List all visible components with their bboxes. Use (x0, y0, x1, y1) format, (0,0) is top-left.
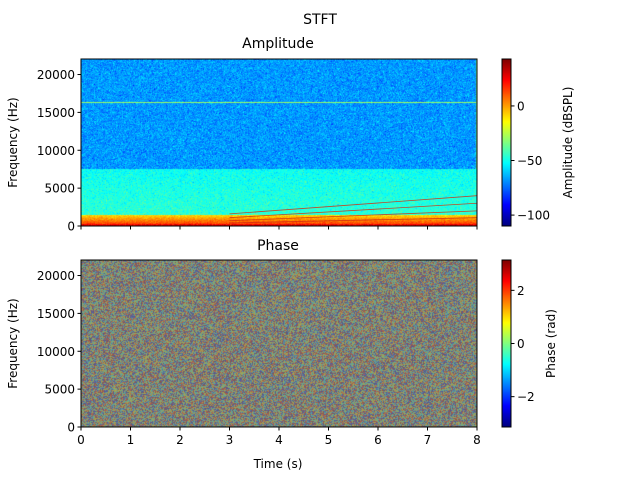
figure-suptitle: STFT (303, 12, 337, 28)
y-tick-label: 10000 (37, 144, 75, 158)
y-tick-label: 0 (67, 220, 75, 234)
amplitude-colorbar: −100 −50 0 Amplitude (dBSPL) (502, 59, 575, 226)
y-tick-label: 10000 (37, 345, 75, 359)
x-tick-label: 8 (473, 433, 481, 447)
x-tick-label: 2 (176, 433, 184, 447)
phase-title: Phase (257, 238, 299, 254)
colorbar-tick-label: 0 (517, 99, 525, 113)
colorbar-tick-label: 2 (517, 284, 525, 298)
x-tick-label: 6 (374, 433, 382, 447)
colorbar-tick-label: −50 (517, 154, 542, 168)
y-tick-label: 20000 (37, 68, 75, 82)
y-tick-label: 20000 (37, 269, 75, 283)
phase-plot: Phase 0 5000 10000 15000 20000 0 1 2 3 4 5 6 7 8 Fre… (6, 238, 481, 471)
x-tick-label: 3 (226, 433, 234, 447)
y-tick-label: 15000 (37, 106, 75, 120)
phase-x-axis-label: Time (s) (253, 457, 303, 471)
amplitude-plot: Amplitude 0 5000 10000 15000 20000 Frequency… (6, 36, 477, 234)
x-tick-label: 5 (325, 433, 333, 447)
phase-colorbar-gradient (502, 260, 511, 427)
x-tick-label: 0 (77, 433, 85, 447)
amplitude-y-ticks: 0 5000 10000 15000 20000 (37, 68, 81, 233)
y-tick-label: 15000 (37, 307, 75, 321)
y-tick-label: 0 (67, 421, 75, 435)
phase-x-ticks: 0 1 2 3 4 5 6 7 8 (77, 427, 481, 447)
phase-y-ticks: 0 5000 10000 15000 20000 (37, 269, 81, 434)
y-tick-label: 5000 (44, 383, 75, 397)
phase-spectrogram-image (81, 260, 477, 427)
amplitude-title: Amplitude (242, 36, 314, 52)
colorbar-tick-label: −2 (517, 390, 535, 404)
phase-y-axis-label: Frequency (Hz) (6, 298, 20, 389)
amplitude-colorbar-gradient (502, 59, 511, 226)
amplitude-spectrogram-image (81, 59, 477, 226)
phase-colorbar-ticks: −2 0 2 (511, 284, 535, 404)
phase-colorbar-label: Phase (rad) (544, 309, 558, 378)
x-tick-label: 1 (127, 433, 135, 447)
colorbar-tick-label: −100 (517, 209, 550, 223)
amplitude-colorbar-ticks: −100 −50 0 (511, 99, 550, 222)
amplitude-y-axis-label: Frequency (Hz) (6, 97, 20, 188)
x-tick-label: 4 (275, 433, 283, 447)
amplitude-colorbar-label: Amplitude (dBSPL) (561, 87, 575, 199)
amplitude-x-ticks (81, 226, 477, 230)
x-tick-label: 7 (424, 433, 432, 447)
y-tick-label: 5000 (44, 182, 75, 196)
colorbar-tick-label: 0 (517, 337, 525, 351)
phase-colorbar: −2 0 2 Phase (rad) (502, 260, 558, 427)
